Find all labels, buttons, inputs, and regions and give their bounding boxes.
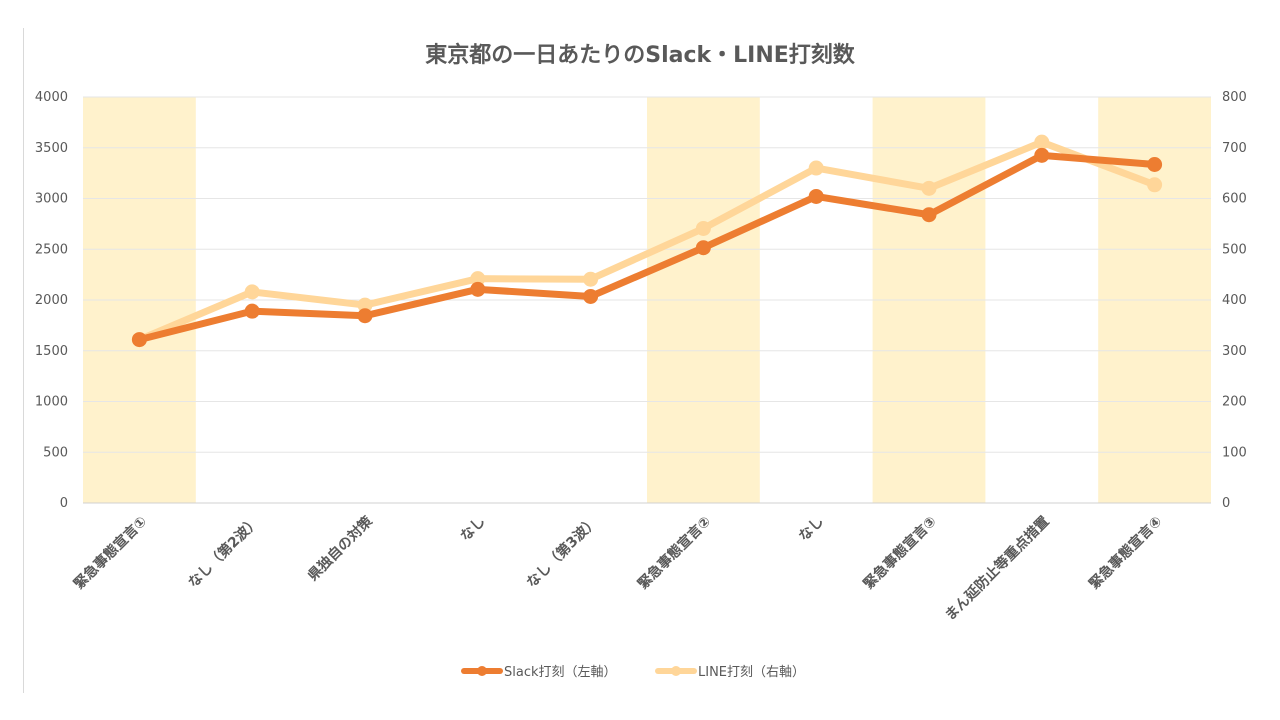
data-point <box>808 188 824 204</box>
right-tick-label: 500 <box>1222 242 1247 257</box>
data-point <box>1147 177 1163 193</box>
category-label: なし <box>458 514 489 545</box>
data-point <box>244 303 260 319</box>
data-point <box>244 284 260 300</box>
category-label: まん延防止等重点措置 <box>942 513 1053 624</box>
legend-label: Slack打刻（左軸） <box>504 665 617 680</box>
right-tick-label: 100 <box>1222 445 1247 460</box>
category-label: 緊急事態宣言④ <box>1086 513 1166 593</box>
right-tick-label: 0 <box>1222 496 1230 511</box>
data-point <box>470 281 486 297</box>
left-tick-label: 1500 <box>35 344 68 359</box>
chart-title: 東京都の一日あたりのSlack・LINE打刻数 <box>425 42 856 68</box>
legend-label: LINE打刻（右軸） <box>698 665 805 680</box>
right-tick-label: 600 <box>1222 192 1247 207</box>
legend: Slack打刻（左軸） LINE打刻（右軸） <box>461 665 805 680</box>
data-point <box>1147 156 1163 172</box>
category-label: 緊急事態宣言③ <box>860 513 940 593</box>
data-point <box>695 240 711 256</box>
category-label: 緊急事態宣言② <box>634 513 714 593</box>
category-label: なし（第3波） <box>523 513 601 591</box>
left-axis-ticks: 0 500 1000 1500 2000 2500 3000 3500 4000 <box>35 90 68 511</box>
frame-border <box>23 28 24 693</box>
data-point <box>583 288 599 304</box>
data-point <box>357 308 373 324</box>
left-tick-label: 0 <box>60 496 68 511</box>
left-tick-label: 500 <box>43 445 68 460</box>
left-tick-label: 3000 <box>35 192 68 207</box>
data-point <box>583 271 599 287</box>
series-lines <box>131 134 1163 348</box>
data-point <box>921 180 937 196</box>
data-point <box>921 207 937 223</box>
left-tick-label: 3500 <box>35 141 68 156</box>
legend-swatch-marker <box>671 666 681 676</box>
data-point <box>1034 147 1050 163</box>
category-label: 緊急事態宣言① <box>70 513 150 593</box>
left-tick-label: 2000 <box>35 293 68 308</box>
right-tick-label: 700 <box>1222 141 1247 156</box>
legend-swatch-marker <box>477 666 487 676</box>
series-line-1 <box>135 138 1159 344</box>
right-axis-ticks: 0 100 200 300 400 500 600 700 800 <box>1222 90 1247 511</box>
data-point <box>131 332 147 348</box>
right-tick-label: 200 <box>1222 395 1247 410</box>
data-point <box>357 297 373 313</box>
data-point <box>808 160 824 176</box>
category-label: なし（第2波） <box>185 513 263 591</box>
right-tick-label: 300 <box>1222 344 1247 359</box>
left-tick-label: 4000 <box>35 90 68 105</box>
category-labels: 緊急事態宣言① なし（第2波） 県独自の対策 なし なし（第3波） 緊急事態宣言② なし 緊急… <box>70 512 1165 624</box>
data-point <box>695 220 711 236</box>
series-line-0 <box>135 151 1159 344</box>
category-label: 県独自の対策 <box>304 512 376 584</box>
right-tick-label: 400 <box>1222 293 1247 308</box>
data-point <box>470 271 486 287</box>
data-point <box>1034 134 1050 150</box>
left-tick-label: 2500 <box>35 242 68 257</box>
right-tick-label: 800 <box>1222 90 1247 105</box>
left-tick-label: 1000 <box>35 395 68 410</box>
category-label: なし <box>796 514 827 545</box>
